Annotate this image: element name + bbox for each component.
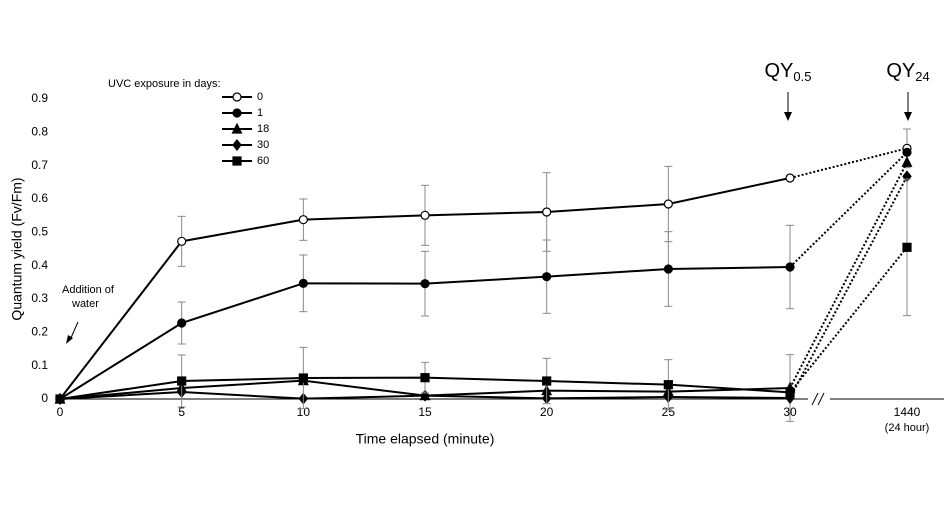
- x-axis-title: Time elapsed (minute): [356, 431, 495, 447]
- series: [55, 128, 912, 404]
- marker: [542, 207, 552, 217]
- legend-label: 60: [257, 155, 269, 167]
- series-line-dotted: [789, 161, 908, 389]
- note-arrow: [66, 335, 73, 344]
- legend-marker: [231, 122, 243, 134]
- y-tick-label: 0.5: [31, 225, 48, 239]
- y-tick-label: 0.2: [31, 325, 48, 339]
- qy-label-subscript: 24: [915, 69, 929, 84]
- marker: [298, 373, 308, 383]
- series-line-dotted: [789, 246, 908, 393]
- marker: [663, 380, 673, 390]
- y-tick-label: 0.4: [31, 258, 48, 272]
- series: [55, 170, 912, 405]
- x-tick-label: 5: [178, 405, 185, 419]
- marker: [785, 387, 795, 397]
- marker: [420, 210, 430, 220]
- x-tick-label: 1440: [894, 405, 921, 419]
- marker: [542, 376, 552, 386]
- legend-label: 18: [257, 123, 269, 135]
- legend-label: 1: [257, 107, 263, 119]
- note: Addition of: [62, 284, 115, 296]
- marker: [785, 173, 795, 183]
- marker: [177, 376, 187, 386]
- series: [55, 147, 912, 404]
- y-tick-label: 0.1: [31, 358, 48, 372]
- axis-break: [811, 392, 819, 406]
- y-tick-label: 0.9: [31, 91, 48, 105]
- legend-label: 30: [257, 139, 269, 151]
- x-tick-label: 25: [662, 405, 676, 419]
- qy-label: QY24: [886, 60, 929, 84]
- marker: [663, 264, 673, 274]
- series-line-dotted: [789, 175, 908, 399]
- qy-label: QY0.5: [765, 60, 812, 84]
- marker: [542, 272, 552, 282]
- legend-label: 0: [257, 91, 263, 103]
- qy-label-text: QY: [765, 60, 794, 82]
- y-axis-title: Quantum yield (Fv/Fm): [9, 177, 25, 320]
- y-tick-label: 0: [41, 391, 48, 405]
- y-tick-label: 0.8: [31, 125, 48, 139]
- note: water: [71, 298, 99, 310]
- marker: [901, 155, 913, 167]
- x-tick-note: (24 hour): [885, 422, 930, 434]
- y-tick-label: 0.3: [31, 291, 48, 305]
- series-line-dotted: [789, 151, 908, 268]
- marker: [55, 394, 65, 404]
- marker: [902, 242, 912, 252]
- qy-label-text: QY: [886, 60, 915, 82]
- series: [55, 178, 912, 411]
- marker: [785, 262, 795, 272]
- x-tick-label: 20: [540, 405, 554, 419]
- legend-marker: [232, 139, 242, 151]
- legend-title: UVC exposure in days:: [108, 78, 221, 90]
- marker: [902, 147, 912, 157]
- marker: [177, 236, 187, 246]
- qy-arrow: [904, 112, 912, 121]
- x-tick-label: 15: [418, 405, 432, 419]
- marker: [177, 318, 187, 328]
- marker: [420, 373, 430, 383]
- series-line-dotted: [789, 147, 908, 179]
- qy-arrow: [784, 112, 792, 121]
- legend-marker: [232, 92, 242, 102]
- axis-break: [817, 392, 825, 406]
- x-tick-label: 0: [57, 405, 64, 419]
- marker: [298, 278, 308, 288]
- y-tick-label: 0.6: [31, 191, 48, 205]
- marker: [420, 279, 430, 289]
- note-arrow: [69, 321, 79, 341]
- qy-label-subscript: 0.5: [793, 69, 811, 84]
- marker: [663, 199, 673, 209]
- y-tick-label: 0.7: [31, 158, 48, 172]
- legend-marker: [232, 108, 242, 118]
- marker: [298, 215, 308, 225]
- legend-marker: [232, 156, 242, 166]
